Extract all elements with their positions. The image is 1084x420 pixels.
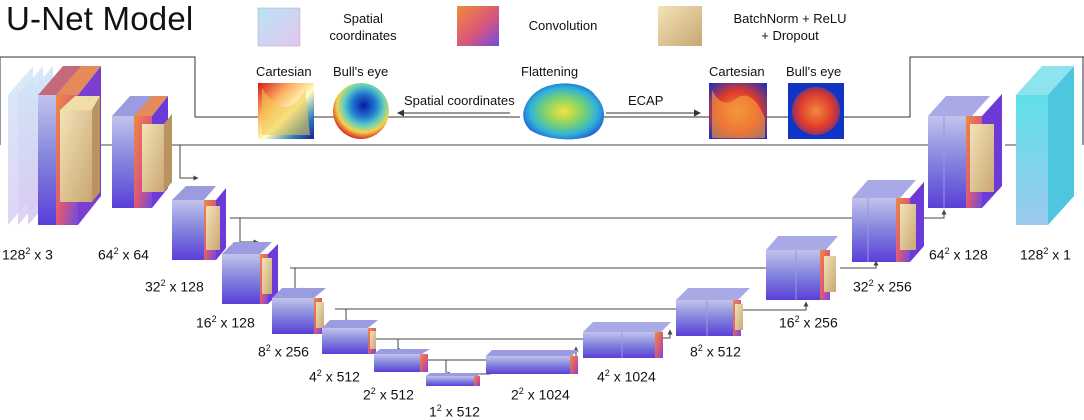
- layer-dec-4: [583, 322, 671, 358]
- layer-enc-8: [272, 288, 326, 334]
- legend-spatial-cube: [257, 7, 301, 47]
- layer-size-label: 82 x 256: [258, 343, 309, 360]
- label-cartesian-left: Cartesian: [256, 64, 312, 79]
- legend-bn-label: BatchNorm + ReLU + Dropout: [733, 11, 847, 43]
- legend-bn-cube: [658, 6, 702, 46]
- layer-dec-32: [852, 180, 924, 262]
- flattened-atrium-image: [523, 83, 605, 140]
- layer-size-label: 642 x 128: [929, 246, 988, 263]
- layer-size-label: 82 x 512: [690, 343, 741, 360]
- legend-conv-cube: [457, 6, 499, 46]
- label-cartesian-right: Cartesian: [709, 64, 765, 79]
- layer-size-label: 12 x 512: [429, 403, 480, 420]
- label-flattening: Flattening: [521, 64, 579, 79]
- layer-enc-32: [172, 186, 226, 260]
- layer-size-label: 642 x 64: [98, 246, 149, 263]
- layer-size-label: 322 x 128: [145, 278, 204, 295]
- layer-enc-2: [374, 349, 430, 372]
- bullseye-ecap-image: [792, 87, 840, 135]
- layer-size-label: 1282 x 3: [2, 246, 53, 263]
- layer-enc-64: [112, 96, 172, 208]
- layer-size-label: 162 x 128: [196, 314, 255, 331]
- legend-spatial-label: Spatial coordinates: [329, 11, 397, 43]
- layer-dec-8: [676, 288, 750, 336]
- label-arrow-ecap: ECAP: [628, 93, 664, 108]
- layer-dec-2: [486, 350, 578, 374]
- layer-size-label: 162 x 256: [779, 314, 838, 331]
- label-bullseye-left: Bull's eye: [333, 64, 389, 79]
- layer-size-label: 322 x 256: [853, 278, 912, 295]
- layer-dec-16: [766, 236, 838, 300]
- layer-enc-16: [222, 242, 278, 304]
- layer-input: [8, 66, 101, 225]
- layer-size-label: 22 x 512: [363, 386, 414, 403]
- layer-size-label: 42 x 512: [309, 368, 360, 385]
- legend-conv-label: Convolution: [528, 18, 598, 33]
- label-arrow-spatial: Spatial coordinates: [404, 93, 515, 108]
- layer-bottleneck: [426, 373, 482, 386]
- layer-size-label: 22 x 1024: [511, 386, 570, 403]
- bullseye-spatial-image: [333, 83, 389, 139]
- layer-size-label: 1282 x 1: [1020, 246, 1071, 263]
- layer-dec-64: [928, 94, 1002, 208]
- layer-size-label: 42 x 1024: [597, 368, 656, 385]
- diagram-title: U-Net Model: [6, 0, 194, 37]
- layer-enc-4: [322, 320, 378, 354]
- label-bullseye-right: Bull's eye: [786, 64, 842, 79]
- layer-output: [1016, 66, 1074, 225]
